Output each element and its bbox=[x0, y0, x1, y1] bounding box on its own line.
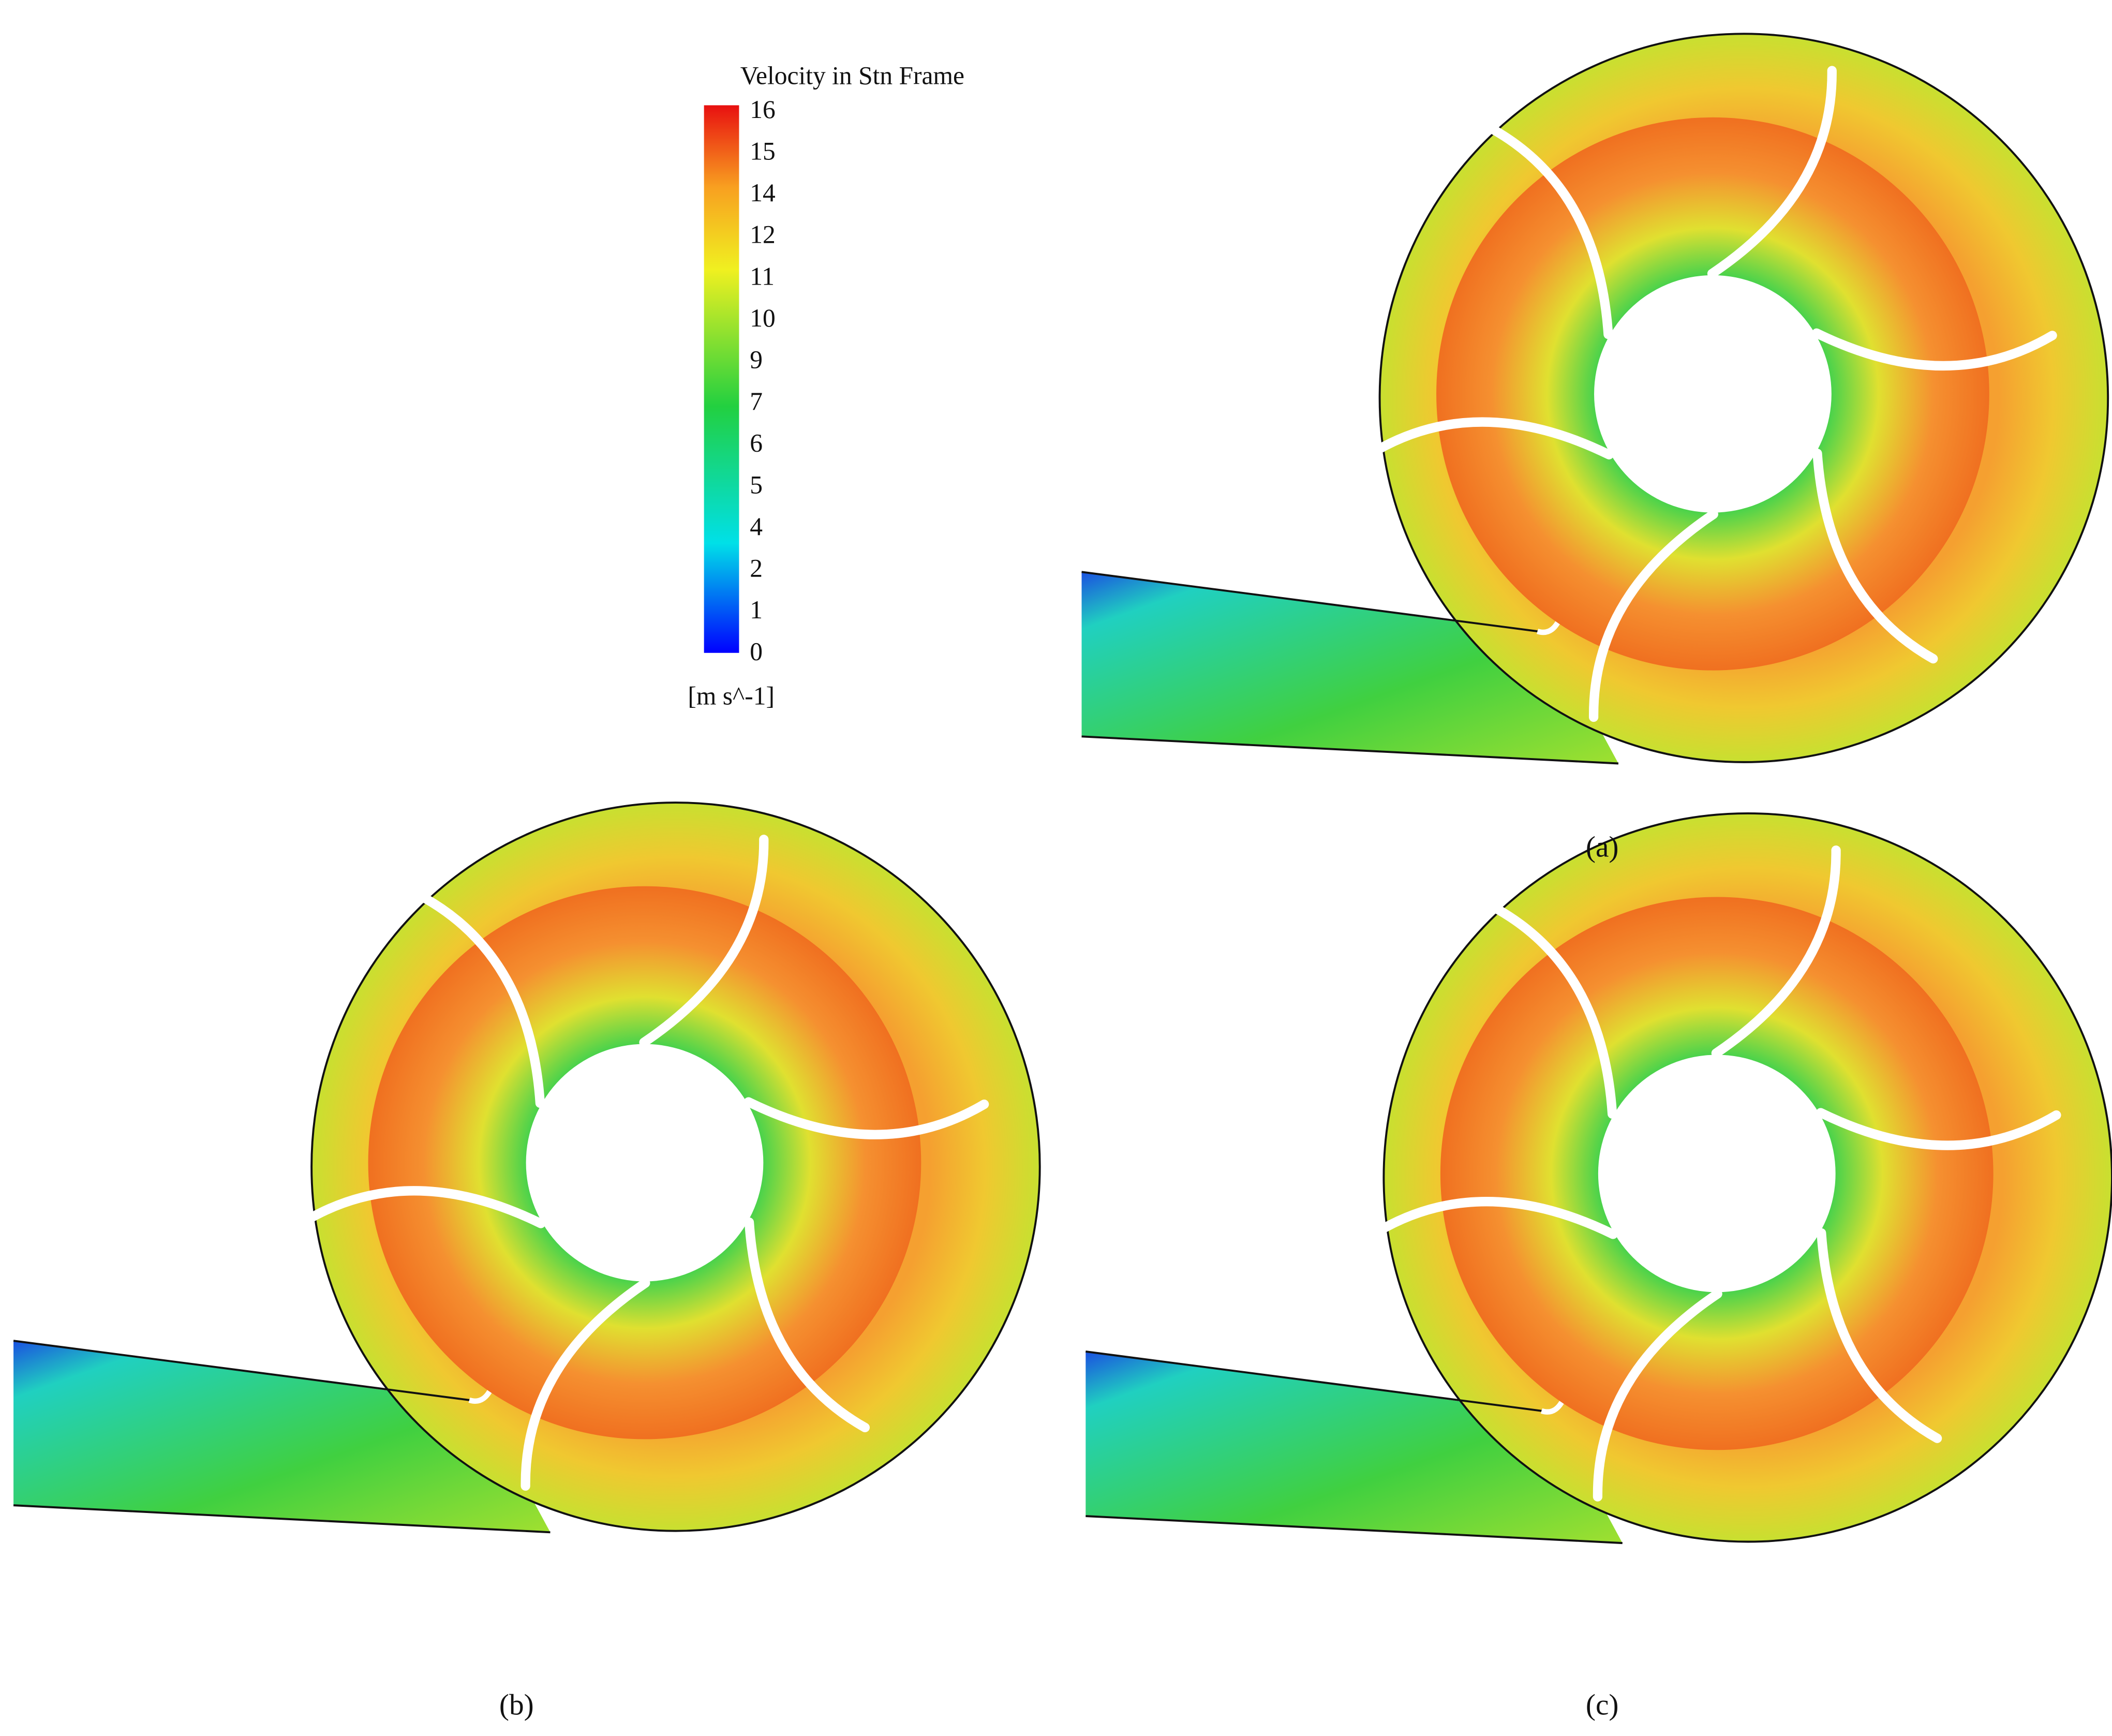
colorbar-tick-label: 4 bbox=[750, 512, 763, 541]
pump-plots bbox=[13, 33, 2112, 1545]
hub bbox=[1594, 275, 1832, 513]
colorbar-tick-label: 16 bbox=[750, 95, 776, 124]
colorbar-tick-label: 14 bbox=[750, 179, 776, 207]
blade bbox=[639, 835, 769, 1047]
blade bbox=[1488, 124, 1613, 339]
pump-plot bbox=[1085, 812, 2112, 1545]
outlet-pipe bbox=[1081, 572, 1618, 764]
blade bbox=[1593, 1289, 1722, 1502]
colorbar-tick-label: 7 bbox=[750, 387, 763, 416]
blade bbox=[1816, 1108, 2061, 1150]
colorbar-tick-label: 0 bbox=[750, 637, 763, 666]
blade bbox=[1711, 845, 1841, 1058]
blade bbox=[1372, 1197, 1618, 1239]
blade bbox=[1492, 903, 1617, 1119]
pipe-edge bbox=[1085, 1351, 1623, 1545]
legend-title: Velocity in Stn Frame bbox=[740, 62, 964, 90]
pipe-edge bbox=[13, 1340, 551, 1534]
colorbar-tick-label: 12 bbox=[750, 220, 776, 249]
blade bbox=[1369, 417, 1614, 459]
blade bbox=[744, 1217, 870, 1433]
blade bbox=[1588, 509, 1718, 722]
colorbar-tick-label: 2 bbox=[750, 554, 763, 582]
pipe-edge bbox=[1081, 571, 1619, 765]
colorbar-tick-label: 15 bbox=[750, 137, 776, 165]
legend: Velocity in Stn Frame 161514121110976542… bbox=[688, 62, 964, 710]
blade bbox=[300, 1186, 546, 1228]
legend-unit: [m s^-1] bbox=[688, 682, 775, 710]
colorbar-tick-label: 5 bbox=[750, 470, 763, 499]
colorbar-tick-label: 9 bbox=[750, 345, 763, 374]
blade bbox=[1811, 328, 2057, 371]
panel-label: (a) bbox=[1586, 830, 1619, 863]
colorbar-tick-label: 11 bbox=[750, 262, 775, 290]
colorbar-tick-label: 6 bbox=[750, 429, 763, 457]
blade bbox=[1812, 449, 1938, 664]
colorbar-tick-label: 10 bbox=[750, 304, 776, 332]
colorbar bbox=[704, 105, 739, 653]
blade bbox=[520, 1278, 650, 1491]
blade bbox=[1707, 66, 1837, 278]
blade bbox=[1817, 1228, 1942, 1443]
hub bbox=[526, 1044, 764, 1282]
panel-label: (c) bbox=[1586, 1688, 1619, 1721]
panel-label: (b) bbox=[499, 1688, 534, 1721]
pump-plot bbox=[1081, 33, 2109, 765]
outlet-pipe bbox=[1085, 1351, 1623, 1544]
colorbar-tick-label: 1 bbox=[750, 596, 763, 624]
blade bbox=[743, 1097, 989, 1139]
hub bbox=[1598, 1055, 1836, 1293]
outlet-pipe bbox=[13, 1341, 551, 1533]
pump-plot bbox=[13, 802, 1041, 1534]
blade bbox=[419, 893, 545, 1108]
